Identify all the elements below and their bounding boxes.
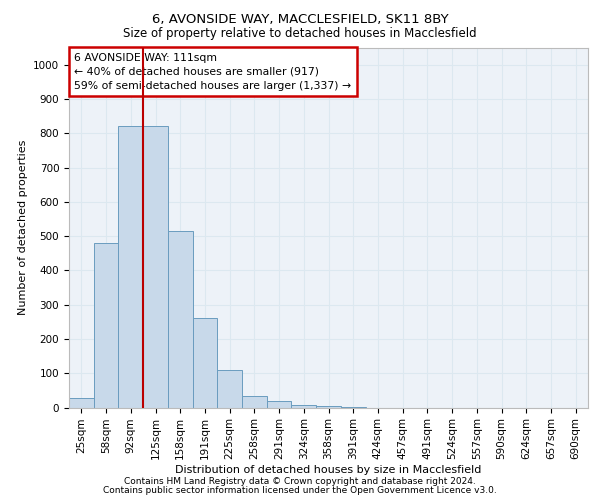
Text: 6, AVONSIDE WAY, MACCLESFIELD, SK11 8BY: 6, AVONSIDE WAY, MACCLESFIELD, SK11 8BY bbox=[152, 12, 448, 26]
Text: Size of property relative to detached houses in Macclesfield: Size of property relative to detached ho… bbox=[123, 28, 477, 40]
Bar bbox=[143, 126, 168, 408]
Bar bbox=[193, 318, 217, 408]
X-axis label: Distribution of detached houses by size in Macclesfield: Distribution of detached houses by size … bbox=[175, 465, 482, 475]
Bar bbox=[118, 126, 143, 408]
Text: Contains public sector information licensed under the Open Government Licence v3: Contains public sector information licen… bbox=[103, 486, 497, 495]
Bar bbox=[242, 396, 267, 407]
Bar bbox=[316, 406, 341, 407]
Bar bbox=[168, 231, 193, 408]
Bar bbox=[69, 398, 94, 407]
Bar bbox=[94, 243, 118, 408]
Bar bbox=[217, 370, 242, 408]
Bar bbox=[292, 405, 316, 407]
Text: Contains HM Land Registry data © Crown copyright and database right 2024.: Contains HM Land Registry data © Crown c… bbox=[124, 477, 476, 486]
Bar bbox=[267, 402, 292, 407]
Text: 6 AVONSIDE WAY: 111sqm
← 40% of detached houses are smaller (917)
59% of semi-de: 6 AVONSIDE WAY: 111sqm ← 40% of detached… bbox=[74, 53, 352, 91]
Y-axis label: Number of detached properties: Number of detached properties bbox=[17, 140, 28, 315]
